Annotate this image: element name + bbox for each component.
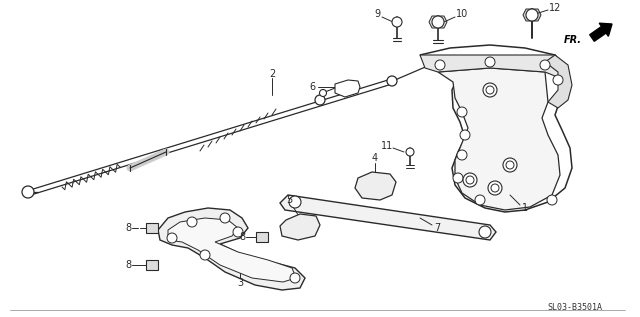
Circle shape xyxy=(491,184,499,192)
Text: 4: 4 xyxy=(372,153,378,163)
Circle shape xyxy=(167,233,177,243)
Circle shape xyxy=(387,76,397,86)
Circle shape xyxy=(315,95,325,105)
Text: 1: 1 xyxy=(522,203,528,213)
Text: 10: 10 xyxy=(456,9,468,19)
Circle shape xyxy=(233,227,243,237)
Circle shape xyxy=(200,250,210,260)
Circle shape xyxy=(259,234,266,241)
Circle shape xyxy=(506,161,514,169)
Polygon shape xyxy=(168,218,296,282)
Circle shape xyxy=(466,176,474,184)
Polygon shape xyxy=(523,9,541,21)
Text: 3: 3 xyxy=(237,278,243,288)
Polygon shape xyxy=(335,80,360,97)
Circle shape xyxy=(406,148,414,156)
Circle shape xyxy=(453,173,463,183)
Text: 12: 12 xyxy=(549,3,561,13)
Circle shape xyxy=(290,273,300,283)
Polygon shape xyxy=(280,214,320,240)
Polygon shape xyxy=(146,223,158,233)
Circle shape xyxy=(553,75,563,85)
Text: FR.: FR. xyxy=(564,35,582,45)
Polygon shape xyxy=(280,195,496,240)
Text: SL03-B3501A: SL03-B3501A xyxy=(547,303,602,313)
Circle shape xyxy=(435,60,445,70)
Circle shape xyxy=(475,195,485,205)
Text: 6: 6 xyxy=(309,82,315,92)
Circle shape xyxy=(485,57,495,67)
Polygon shape xyxy=(146,260,158,270)
Circle shape xyxy=(392,17,402,27)
Circle shape xyxy=(457,107,467,117)
Text: 2: 2 xyxy=(269,69,275,79)
Text: 5: 5 xyxy=(286,195,292,205)
Circle shape xyxy=(488,181,502,195)
Text: 8: 8 xyxy=(125,260,131,270)
Text: 8: 8 xyxy=(239,232,245,242)
Polygon shape xyxy=(545,55,572,108)
Circle shape xyxy=(486,86,494,94)
Circle shape xyxy=(457,150,467,160)
Text: 8: 8 xyxy=(125,223,131,233)
Circle shape xyxy=(479,226,491,238)
Circle shape xyxy=(483,83,497,97)
Polygon shape xyxy=(355,172,396,200)
Circle shape xyxy=(220,213,230,223)
Circle shape xyxy=(148,224,156,231)
Polygon shape xyxy=(420,45,572,212)
Text: 9: 9 xyxy=(374,9,380,19)
Circle shape xyxy=(187,217,197,227)
Circle shape xyxy=(540,60,550,70)
Circle shape xyxy=(319,89,326,96)
Polygon shape xyxy=(256,232,268,242)
Circle shape xyxy=(289,196,301,208)
Circle shape xyxy=(460,130,470,140)
Polygon shape xyxy=(438,68,560,210)
Circle shape xyxy=(22,186,34,198)
Circle shape xyxy=(526,9,538,21)
Text: 7: 7 xyxy=(434,223,440,233)
Polygon shape xyxy=(420,55,565,78)
Circle shape xyxy=(432,16,444,28)
Text: 11: 11 xyxy=(381,141,393,151)
Circle shape xyxy=(547,195,557,205)
Circle shape xyxy=(503,158,517,172)
Polygon shape xyxy=(429,16,447,28)
Circle shape xyxy=(463,173,477,187)
FancyArrow shape xyxy=(589,23,612,41)
Circle shape xyxy=(148,262,156,268)
Polygon shape xyxy=(158,208,305,290)
